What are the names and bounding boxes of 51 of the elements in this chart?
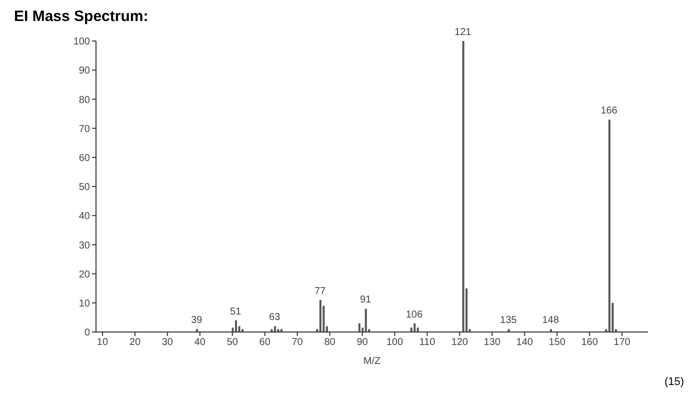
y-tick-label: 40	[78, 211, 90, 222]
x-tick-label: 10	[96, 337, 108, 348]
x-tick-label: 120	[451, 337, 468, 348]
x-tick-label: 90	[356, 337, 368, 348]
y-tick-label: 60	[78, 152, 90, 164]
x-tick-label: 100	[386, 337, 404, 348]
y-tick-label: 20	[78, 269, 90, 280]
annotation: 63	[269, 312, 281, 324]
chart-title: EI Mass Spectrum:	[14, 8, 148, 25]
y-tick-label: 80	[78, 94, 90, 106]
annotation: 148	[542, 315, 560, 326]
x-tick-label: 80	[324, 337, 336, 348]
x-tick-label: 30	[162, 337, 174, 348]
x-tick-label: 130	[484, 337, 501, 348]
annotation: 51	[230, 306, 242, 318]
bar	[358, 323, 360, 332]
x-tick-label: 70	[292, 337, 304, 348]
bar	[235, 320, 237, 332]
y-tick-label: 90	[78, 66, 90, 77]
x-tick-label: 110	[419, 337, 436, 348]
x-tick-label: 60	[259, 337, 271, 348]
annotation: 166	[600, 106, 618, 117]
annotation: 121	[454, 27, 472, 38]
bar	[608, 120, 610, 332]
bar	[414, 323, 416, 332]
x-tick-label: 50	[226, 337, 238, 348]
annotation: 135	[500, 315, 518, 326]
x-tick-label: 170	[614, 337, 631, 348]
y-tick-label: 70	[78, 124, 90, 135]
bar	[364, 308, 367, 332]
x-axis-title: M/Z	[363, 356, 381, 367]
x-tick-label: 160	[581, 337, 598, 348]
annotation: 77	[314, 286, 326, 297]
bar	[319, 300, 322, 332]
annotation: 91	[360, 294, 372, 306]
y-tick-label: 0	[84, 328, 90, 339]
x-tick-label: 20	[129, 337, 141, 348]
annotation: 106	[406, 309, 423, 320]
y-tick-label: 10	[78, 298, 90, 310]
annotation: 39	[191, 315, 203, 326]
y-tick-label: 100	[73, 36, 90, 48]
bar	[416, 328, 419, 332]
y-tick-label: 50	[78, 182, 90, 194]
x-tick-label: 40	[194, 337, 206, 348]
text: (15)	[664, 376, 684, 388]
x-tick-label: 140	[516, 337, 534, 348]
x-tick-label: 150	[548, 337, 566, 348]
bar	[274, 326, 276, 332]
bar	[462, 41, 464, 332]
y-tick-label: 30	[78, 240, 90, 252]
bar	[410, 328, 412, 332]
